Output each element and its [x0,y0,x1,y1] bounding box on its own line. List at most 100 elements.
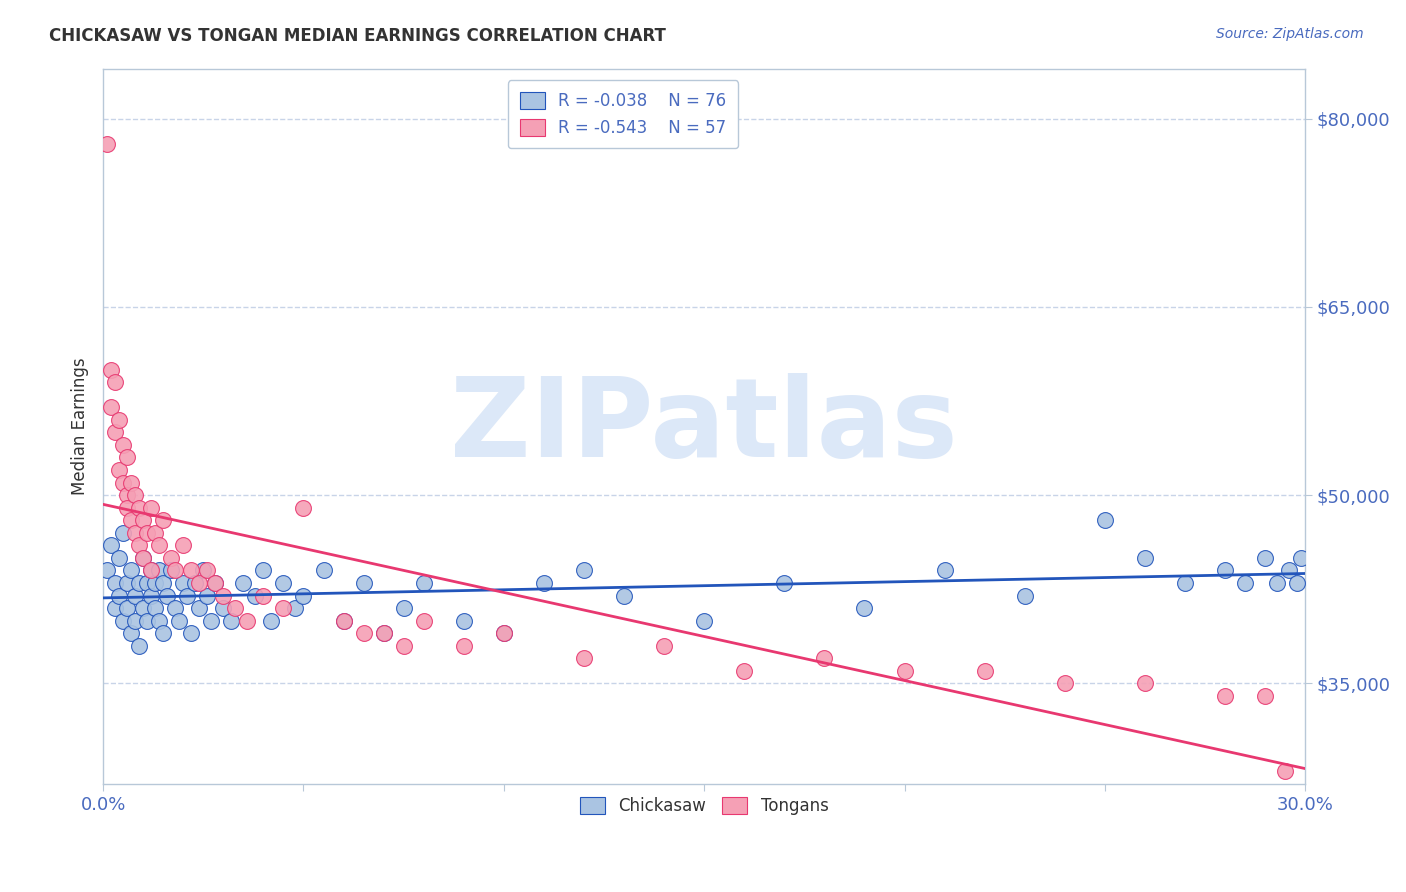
Point [1133,550,1156,565]
Point [143,525,166,540]
Point [1174,576,1197,591]
Point [96,136,118,151]
Point [115,488,138,502]
Point [353,576,375,591]
Point [152,626,174,640]
Point [115,500,138,515]
Point [392,639,415,653]
Point [893,664,915,678]
Point [212,601,235,615]
Point [204,576,226,591]
Text: CHICKASAW VS TONGAN MEDIAN EARNINGS CORRELATION CHART: CHICKASAW VS TONGAN MEDIAN EARNINGS CORR… [49,27,666,45]
Legend: Chickasaw, Tongans: Chickasaw, Tongans [569,788,839,825]
Point [453,614,475,628]
Point [492,626,515,640]
Point [373,626,395,640]
Point [453,639,475,653]
Point [128,639,150,653]
Point [128,576,150,591]
Point [273,601,295,615]
Point [160,563,183,577]
Point [148,563,170,577]
Point [128,500,150,515]
Y-axis label: Median Earnings: Median Earnings [72,358,89,495]
Point [193,563,215,577]
Point [204,576,226,591]
Point [152,576,174,591]
Point [245,589,267,603]
Point [533,576,555,591]
Point [188,601,211,615]
Point [120,626,142,640]
Point [292,500,315,515]
Point [652,639,675,653]
Text: Source: ZipAtlas.com: Source: ZipAtlas.com [1216,27,1364,41]
Point [1265,576,1288,591]
Point [1254,550,1277,565]
Point [136,525,159,540]
Point [1289,550,1312,565]
Point [312,563,335,577]
Point [412,576,434,591]
Point [572,651,595,665]
Point [124,525,146,540]
Point [156,589,179,603]
Point [195,563,218,577]
Point [124,614,146,628]
Point [104,425,127,440]
Point [141,563,163,577]
Point [273,576,295,591]
Point [1254,689,1277,703]
Point [115,576,138,591]
Point [112,614,135,628]
Point [124,488,146,502]
Point [1213,563,1236,577]
Point [115,601,138,615]
Point [112,438,135,452]
Point [232,576,254,591]
Point [115,450,138,465]
Point [284,601,307,615]
Point [221,614,243,628]
Point [165,563,187,577]
Point [1053,676,1076,690]
Point [112,475,135,490]
Point [292,589,315,603]
Point [176,589,198,603]
Point [1133,676,1156,690]
Point [167,614,190,628]
Point [141,563,163,577]
Point [104,375,127,389]
Point [973,664,995,678]
Point [813,651,835,665]
Point [613,589,636,603]
Point [1278,563,1301,577]
Point [120,475,142,490]
Point [412,614,434,628]
Point [1274,764,1296,779]
Point [1094,513,1116,527]
Point [773,576,796,591]
Point [332,614,354,628]
Point [332,614,354,628]
Point [120,563,142,577]
Point [141,589,163,603]
Point [184,576,207,591]
Point [108,463,131,477]
Point [124,589,146,603]
Point [492,626,515,640]
Point [180,563,202,577]
Point [148,614,170,628]
Point [132,601,155,615]
Point [152,513,174,527]
Point [160,550,183,565]
Point [165,601,187,615]
Point [132,550,155,565]
Point [143,576,166,591]
Point [120,513,142,527]
Point [1213,689,1236,703]
Point [132,550,155,565]
Point [108,589,131,603]
Point [252,563,274,577]
Point [141,500,163,515]
